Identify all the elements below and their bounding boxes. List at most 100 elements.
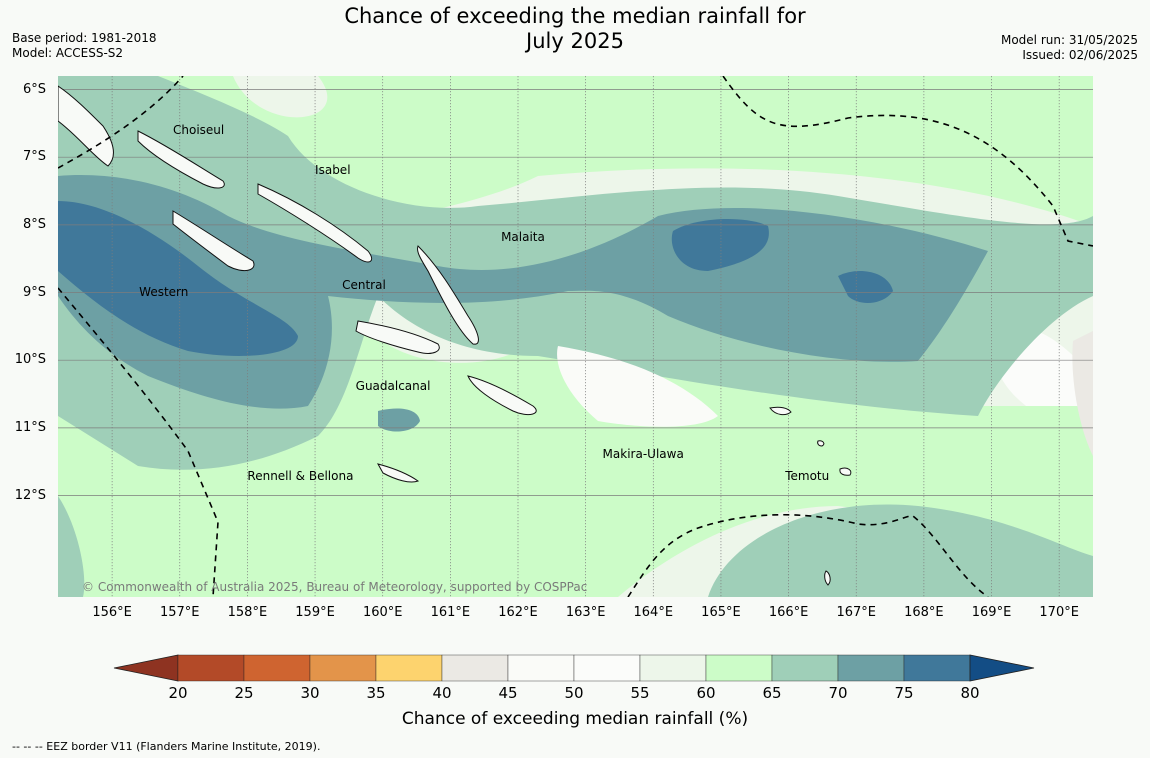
colorbar-tick-label: 50 xyxy=(564,684,584,702)
copyright-notice: © Commonwealth of Australia 2025, Bureau… xyxy=(82,580,588,594)
eez-south-border xyxy=(627,513,989,597)
issued-date: Issued: 02/06/2025 xyxy=(1022,48,1138,62)
colorbar-cell xyxy=(177,654,245,682)
province-label: Isabel xyxy=(315,162,351,177)
lon-label: 158°E xyxy=(227,605,268,620)
lat-label: 7°S xyxy=(22,149,46,165)
colorbar-tick-label: 60 xyxy=(696,684,716,702)
island-temotu-4 xyxy=(824,570,831,586)
contour-75-80 xyxy=(58,201,298,356)
colorbar-over-arrow xyxy=(969,654,1035,682)
lon-label: 168°E xyxy=(904,605,944,620)
province-label: Rennell & Bellona xyxy=(247,468,354,483)
eez-png-border xyxy=(58,76,184,169)
lat-label: 6°S xyxy=(22,81,46,97)
lat-label: 9°S xyxy=(22,284,46,300)
title-line-1: Chance of exceeding the median rainfall … xyxy=(344,4,806,28)
colorbar-cells xyxy=(113,654,1035,682)
colorbar-label: Chance of exceeding median rainfall (%) xyxy=(401,709,749,729)
island-rennell xyxy=(376,463,420,483)
base-period: Base period: 1981-2018 xyxy=(12,31,157,45)
colorbar-cell xyxy=(639,654,707,682)
lon-label: 167°E xyxy=(836,605,876,620)
island-isabel xyxy=(257,183,373,263)
province-label: Western xyxy=(139,284,189,299)
colorbar-tick-label: 75 xyxy=(894,684,914,702)
lon-label: 161°E xyxy=(430,605,471,620)
contour-65-70-south xyxy=(708,504,1093,597)
province-label: Makira-Ulawa xyxy=(602,446,684,461)
colorbar-tick-label: 25 xyxy=(234,684,254,702)
contour-40-45-east xyxy=(1072,331,1093,456)
contour-fills xyxy=(58,76,1093,597)
island-temotu-1 xyxy=(769,406,792,416)
lat-label: 10°S xyxy=(14,352,46,368)
lon-label: 162°E xyxy=(498,605,538,620)
lon-label: 159°E xyxy=(295,605,335,620)
island-makira xyxy=(467,375,537,416)
contour-65-70-sw xyxy=(58,496,85,597)
meta-right: Model run: 31/05/2025 Issued: 02/06/2025 xyxy=(1001,33,1138,63)
rainfall-map xyxy=(58,76,1093,597)
province-label: Guadalcanal xyxy=(355,379,431,394)
lon-label: 164°E xyxy=(633,605,674,620)
island-new-georgia xyxy=(172,210,255,272)
parallels xyxy=(58,89,1093,496)
model-name: Model: ACCESS-S2 xyxy=(12,46,124,60)
lon-label: 160°E xyxy=(362,605,403,620)
colorbar-tick-label: 40 xyxy=(432,684,452,702)
colorbar-cell xyxy=(441,654,509,682)
colorbar-tick-label: 30 xyxy=(300,684,320,702)
chart-title: Chance of exceeding the median rainfall … xyxy=(0,4,1150,54)
colorbar-cell xyxy=(837,654,905,682)
province-label: Choiseul xyxy=(173,123,225,138)
province-label: Malaita xyxy=(501,230,545,245)
title-line-2: July 2025 xyxy=(526,29,624,53)
model-run: Model run: 31/05/2025 xyxy=(1000,33,1138,47)
province-label: Temotu xyxy=(785,468,830,483)
colorbar-cell xyxy=(375,654,443,682)
colorbar-cell xyxy=(903,654,971,682)
colorbar-cell xyxy=(771,654,839,682)
colorbar-under-arrow xyxy=(113,654,179,682)
island-bougainville xyxy=(58,85,114,167)
colorbar-cell xyxy=(573,654,641,682)
colorbar-cell xyxy=(309,654,377,682)
map-panel xyxy=(58,76,1093,597)
contour-75-80-east xyxy=(671,219,769,271)
eez-vanuatu-north xyxy=(722,76,1093,247)
lat-label: 12°S xyxy=(14,487,46,503)
eez-footnote: -- -- -- EEZ border V11 (Flanders Marine… xyxy=(12,740,321,753)
colorbar-tick-label: 20 xyxy=(168,684,188,702)
lon-label: 157°E xyxy=(159,605,200,620)
meta-left: Base period: 1981-2018 Model: ACCESS-S2 xyxy=(12,31,157,61)
eez-borders xyxy=(58,76,1093,597)
colorbar-tick-label: 35 xyxy=(366,684,386,702)
lon-label: 156°E xyxy=(92,605,132,620)
province-label: Central xyxy=(342,277,386,292)
colorbar-cell xyxy=(243,654,311,682)
lat-label: 11°S xyxy=(14,419,46,435)
island-temotu-3 xyxy=(817,440,825,447)
graticule xyxy=(58,76,1093,597)
colorbar-tick-label: 65 xyxy=(762,684,782,702)
colorbar-tick-label: 70 xyxy=(828,684,848,702)
lon-label: 165°E xyxy=(701,605,741,620)
lon-label: 166°E xyxy=(768,605,809,620)
lon-label: 170°E xyxy=(1039,605,1079,620)
island-outlines xyxy=(58,85,852,586)
lon-label: 163°E xyxy=(565,605,606,620)
colorbar-tick-label: 45 xyxy=(498,684,518,702)
contour-50-55 xyxy=(557,346,718,427)
colorbar-tick-label: 55 xyxy=(630,684,650,702)
island-malaita xyxy=(417,245,479,345)
island-choiseul xyxy=(137,130,225,189)
contour-75-80-east2 xyxy=(838,271,893,303)
colorbar-cell xyxy=(507,654,575,682)
island-guadalcanal xyxy=(355,320,440,354)
colorbar-cell xyxy=(705,654,773,682)
lat-label: 8°S xyxy=(22,216,46,232)
colorbar-tick-label: 80 xyxy=(960,684,980,702)
colorbar xyxy=(113,654,1035,682)
lon-label: 169°E xyxy=(971,605,1012,620)
